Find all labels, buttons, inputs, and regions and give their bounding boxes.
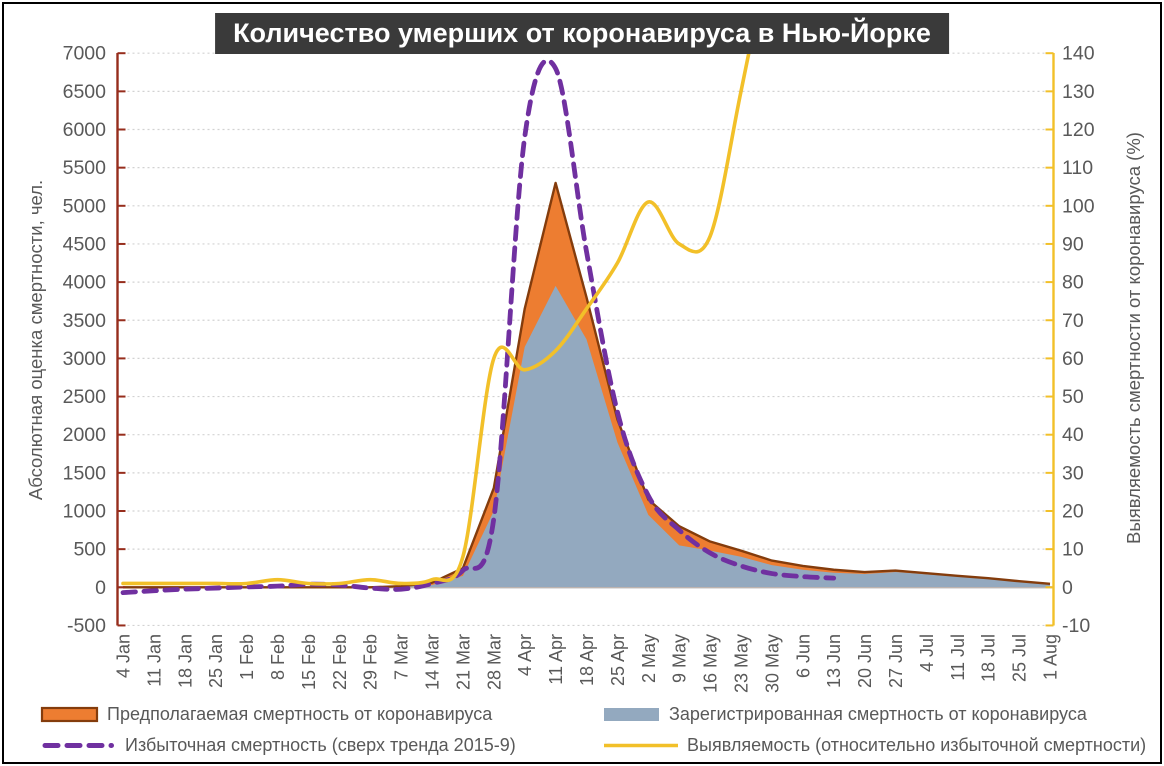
y-left-tick-label: 2500 xyxy=(63,386,107,408)
x-tick-label: 4 Apr xyxy=(515,634,535,676)
series-lines xyxy=(120,51,837,596)
area-swatch-presumed xyxy=(40,706,99,722)
y-axis-right xyxy=(1045,52,1055,627)
y-right-tick-label: 10 xyxy=(1062,539,1084,561)
x-tick-label: 22 Feb xyxy=(330,634,350,690)
x-tick-label: 25 Jan xyxy=(206,634,226,688)
y-left-tick-label: 3500 xyxy=(63,310,107,332)
x-tick-label: 28 Mar xyxy=(484,634,504,690)
x-axis-labels: 4 Jan 11 Jan 18 Jan 25 Jan 1 Feb 8 Feb 15 Feb 2… xyxy=(114,634,1061,693)
x-tick-label: 11 Jan xyxy=(144,634,164,687)
y-left-tick-label: 5500 xyxy=(63,157,107,179)
x-tick-label: 27 Jun xyxy=(886,634,906,688)
x-tick-label: 21 Mar xyxy=(453,634,473,690)
legend-label-excess: Избыточная смертность (сверх тренда 2015… xyxy=(125,734,516,755)
legend-item-excess: Избыточная смертность (сверх тренда 2015… xyxy=(40,732,598,758)
x-tick-label: 18 Jul xyxy=(979,634,999,682)
chart-title: Количество умерших от коронавируса в Нью… xyxy=(215,13,949,54)
y-left-tick-label: 1000 xyxy=(63,501,107,523)
y-left-tick-label: 4500 xyxy=(63,233,107,255)
legend-label-presumed: Предполагаемая смертность от коронавирус… xyxy=(107,703,493,724)
x-tick-label: 13 Jun xyxy=(824,634,844,688)
y-right-tick-label: 110 xyxy=(1062,157,1093,179)
x-tick-label: 4 Jul xyxy=(917,634,937,672)
y-left-tick-label: 4000 xyxy=(63,272,107,294)
legend: Предполагаемая смертность от коронавирус… xyxy=(40,701,1152,758)
x-tick-label: 18 Jan xyxy=(175,634,195,688)
right-axis-title: Выявляемость смертности от коронавируса … xyxy=(1123,132,1144,544)
y-right-tick-label: 30 xyxy=(1062,462,1084,484)
x-tick-label: 29 Feb xyxy=(361,634,381,690)
area-registered-covid-deaths xyxy=(123,285,1050,588)
x-tick-label: 11 Jul xyxy=(948,634,968,681)
y-left-tick-label: 6000 xyxy=(63,119,107,141)
legend-item-registered: Зарегистрированная смертность от коронав… xyxy=(602,701,1152,727)
y-axis-left-labels: 7000650060005500500045004000350030002500… xyxy=(63,43,107,637)
x-tick-label: 16 May xyxy=(701,634,721,693)
y-left-tick-label: 500 xyxy=(73,539,106,561)
x-tick-label: 18 Apr xyxy=(577,634,597,686)
y-right-tick-label: 90 xyxy=(1062,233,1084,255)
dashed-line-swatch-excess xyxy=(42,742,114,748)
x-tick-label: 6 Jun xyxy=(793,634,813,678)
y-right-tick-label: 100 xyxy=(1062,195,1095,217)
y-left-tick-label: -500 xyxy=(67,615,106,637)
line-detection-rate xyxy=(121,51,752,586)
y-right-tick-label: 60 xyxy=(1062,348,1084,370)
y-right-tick-label: 50 xyxy=(1062,386,1084,408)
line-excess-mortality xyxy=(120,58,837,596)
x-tick-label: 15 Feb xyxy=(299,634,319,690)
y-left-tick-label: 5000 xyxy=(63,195,107,217)
y-right-tick-label: -10 xyxy=(1062,615,1090,637)
y-left-tick-label: 0 xyxy=(95,577,106,599)
legend-label-registered: Зарегистрированная смертность от коронав… xyxy=(669,703,1087,724)
x-tick-label: 8 Feb xyxy=(268,634,288,680)
x-tick-label: 23 May xyxy=(732,634,752,693)
x-tick-label: 4 Jan xyxy=(114,634,134,678)
x-tick-label: 11 Apr xyxy=(546,634,566,685)
x-tick-label: 1 Feb xyxy=(237,634,257,680)
area-swatch-registered xyxy=(604,707,659,721)
x-tick-label: 30 May xyxy=(762,634,782,693)
y-right-tick-label: 140 xyxy=(1062,43,1095,65)
x-tick-label: 14 Mar xyxy=(423,634,443,690)
legend-item-detection: Выявляемость (относительно избыточной см… xyxy=(602,732,1152,758)
line-swatch-detection xyxy=(604,743,678,747)
y-right-tick-label: 120 xyxy=(1062,119,1095,141)
y-axis-left xyxy=(116,52,126,627)
y-left-tick-label: 1500 xyxy=(63,462,107,484)
y-left-tick-label: 7000 xyxy=(63,43,107,65)
y-left-tick-label: 6500 xyxy=(63,81,107,103)
y-right-tick-label: 80 xyxy=(1062,272,1084,294)
x-tick-label: 9 May xyxy=(670,634,690,683)
y-left-tick-label: 3000 xyxy=(63,348,107,370)
x-tick-label: 25 Apr xyxy=(608,634,628,686)
series-areas xyxy=(123,181,1051,589)
legend-label-detection: Выявляемость (относительно избыточной см… xyxy=(687,734,1147,755)
y-right-tick-label: 40 xyxy=(1062,424,1084,446)
legend-item-presumed: Предполагаемая смертность от коронавирус… xyxy=(40,701,598,727)
y-right-tick-label: 70 xyxy=(1062,310,1084,332)
left-axis-title: Абсолютная оценка смертности, чел. xyxy=(25,179,46,501)
y-right-tick-label: 0 xyxy=(1062,577,1073,599)
x-tick-label: 1 Aug xyxy=(1041,634,1061,680)
x-tick-label: 7 Mar xyxy=(392,634,412,680)
x-tick-label: 20 Jun xyxy=(855,634,875,688)
x-tick-label: 2 May xyxy=(639,634,659,683)
y-right-tick-label: 130 xyxy=(1062,81,1095,103)
x-tick-label: 25 Jul xyxy=(1010,634,1030,682)
y-left-tick-label: 2000 xyxy=(63,424,107,446)
y-right-tick-label: 20 xyxy=(1062,501,1084,523)
